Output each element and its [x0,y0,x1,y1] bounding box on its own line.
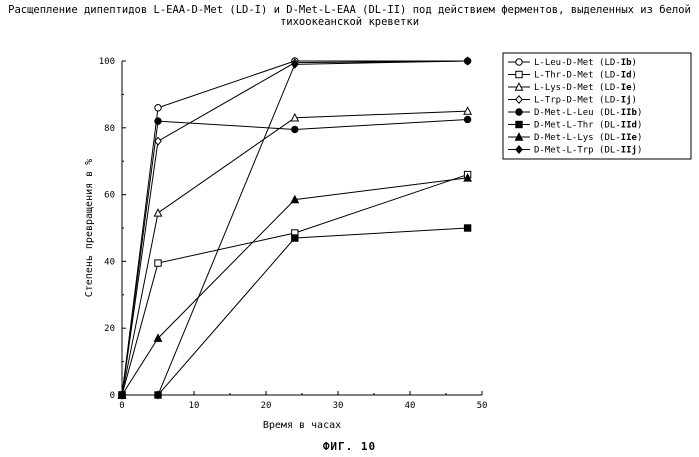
series-8 [119,57,471,398]
series-line [122,61,468,395]
y-axis-label: Степень превращения в % [84,159,95,297]
x-tick-label: 50 [477,401,488,411]
series-1 [119,58,471,398]
legend-label: D-Met-L-Leu (DL-IIb) [534,108,642,118]
series-group [118,57,471,398]
x-tick-label: 0 [119,401,124,411]
legend-box [503,53,691,159]
x-tick-label: 10 [189,401,200,411]
data-point [155,118,161,124]
legend-label: D-Met-L-Trp (DL-IIj) [534,145,642,156]
series-5 [119,116,471,398]
series-6 [119,225,471,398]
series-line [122,111,468,395]
y-tick-label: 60 [104,191,115,201]
x-axis-label: Время в часах [263,420,341,431]
series-line [122,228,468,395]
legend-label: L-Thr-D-Met (LD-Id) [534,71,637,81]
series-line [122,61,468,395]
series-7 [118,174,471,398]
y-tick-label: 0 [110,391,115,401]
legend-label: L-Lys-D-Met (LD-Ie) [534,83,637,93]
data-point [155,105,161,111]
series-line [122,61,468,395]
y-tick-label: 80 [104,124,115,134]
data-point [464,116,470,122]
x-tick-label: 30 [333,401,344,411]
legend-label: D-Met-L-Lys (DL-IIe) [534,133,642,143]
series-3 [118,107,471,398]
data-point [292,235,298,241]
figure-label: ФИГ. 10 [0,440,699,453]
legend-swatch-marker [516,71,522,77]
y-tick-label: 20 [104,324,115,334]
y-tick-label: 40 [104,257,115,267]
legend-swatch-marker [516,59,522,65]
series-line [122,119,468,395]
data-point [464,225,470,231]
series-line [122,175,468,395]
series-4 [119,57,471,398]
legend-label: D-Met-L-Thr (DL-IId) [534,121,642,131]
x-tick-label: 20 [261,401,272,411]
data-point [155,260,161,266]
legend-swatch-marker [516,109,522,115]
y-tick-label: 100 [99,57,115,67]
x-tick-label: 40 [405,401,416,411]
legend-label: L-Trp-D-Met (LD-Ij) [534,95,637,106]
legend-label: L-Leu-D-Met (LD-Ib) [534,58,637,68]
data-point [292,126,298,132]
data-point [154,209,161,216]
series-line [122,178,468,395]
legend-swatch-marker [516,121,522,127]
legend: L-Leu-D-Met (LD-Ib) L-Thr-D-Met (LD-Id) L-… [503,53,691,159]
series-2 [119,171,471,398]
